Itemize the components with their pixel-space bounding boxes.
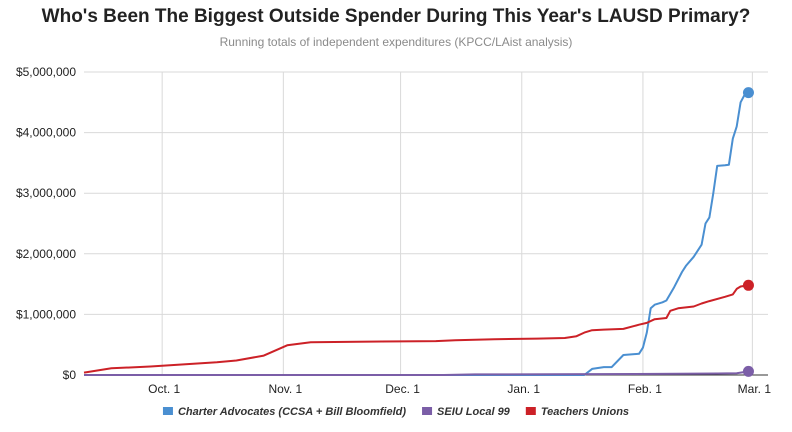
series-end-marker-3 — [742, 279, 754, 291]
series-end-marker-2 — [742, 365, 754, 377]
y-tick-label: $0 — [63, 368, 77, 382]
legend-label-3: Teachers Unions — [541, 406, 629, 418]
series-line-3 — [83, 284, 749, 374]
series-line-2 — [84, 370, 749, 376]
x-tick-label: Jan. 1 — [507, 382, 540, 396]
y-tick-label: $5,000,000 — [16, 65, 76, 79]
x-tick-label: Feb. 1 — [628, 382, 662, 396]
y-tick-label: $4,000,000 — [16, 126, 76, 140]
legend-swatch-2 — [422, 407, 433, 415]
y-tick-label: $3,000,000 — [16, 186, 76, 200]
legend: Charter Advocates (CCSA + Bill Bloomfiel… — [162, 406, 629, 418]
chart-subtitle: Running totals of independent expenditur… — [219, 35, 573, 49]
series-end-marker-1 — [742, 87, 754, 99]
axes: $0 $1,000,000 $2,000,000 $3,000,000 $4,000,0… — [16, 65, 771, 396]
legend-label-1: Charter Advocates (CCSA + Bill Bloomfiel… — [178, 406, 406, 418]
legend-swatch-1 — [162, 407, 173, 415]
x-tick-label: Nov. 1 — [268, 382, 302, 396]
legend-swatch-3 — [525, 407, 536, 415]
series-line-1 — [84, 91, 750, 376]
x-tick-label: Dec. 1 — [385, 382, 420, 396]
legend-label-2: SEIU Local 99 — [437, 406, 511, 418]
x-tick-label: Oct. 1 — [148, 382, 180, 396]
series-lines — [83, 87, 754, 377]
y-tick-label: $1,000,000 — [16, 307, 76, 321]
y-tick-label: $2,000,000 — [16, 247, 76, 261]
grid — [84, 71, 768, 375]
x-tick-label: Mar. 1 — [738, 382, 772, 396]
chart-title: Who's Been The Biggest Outside Spender D… — [41, 6, 751, 27]
